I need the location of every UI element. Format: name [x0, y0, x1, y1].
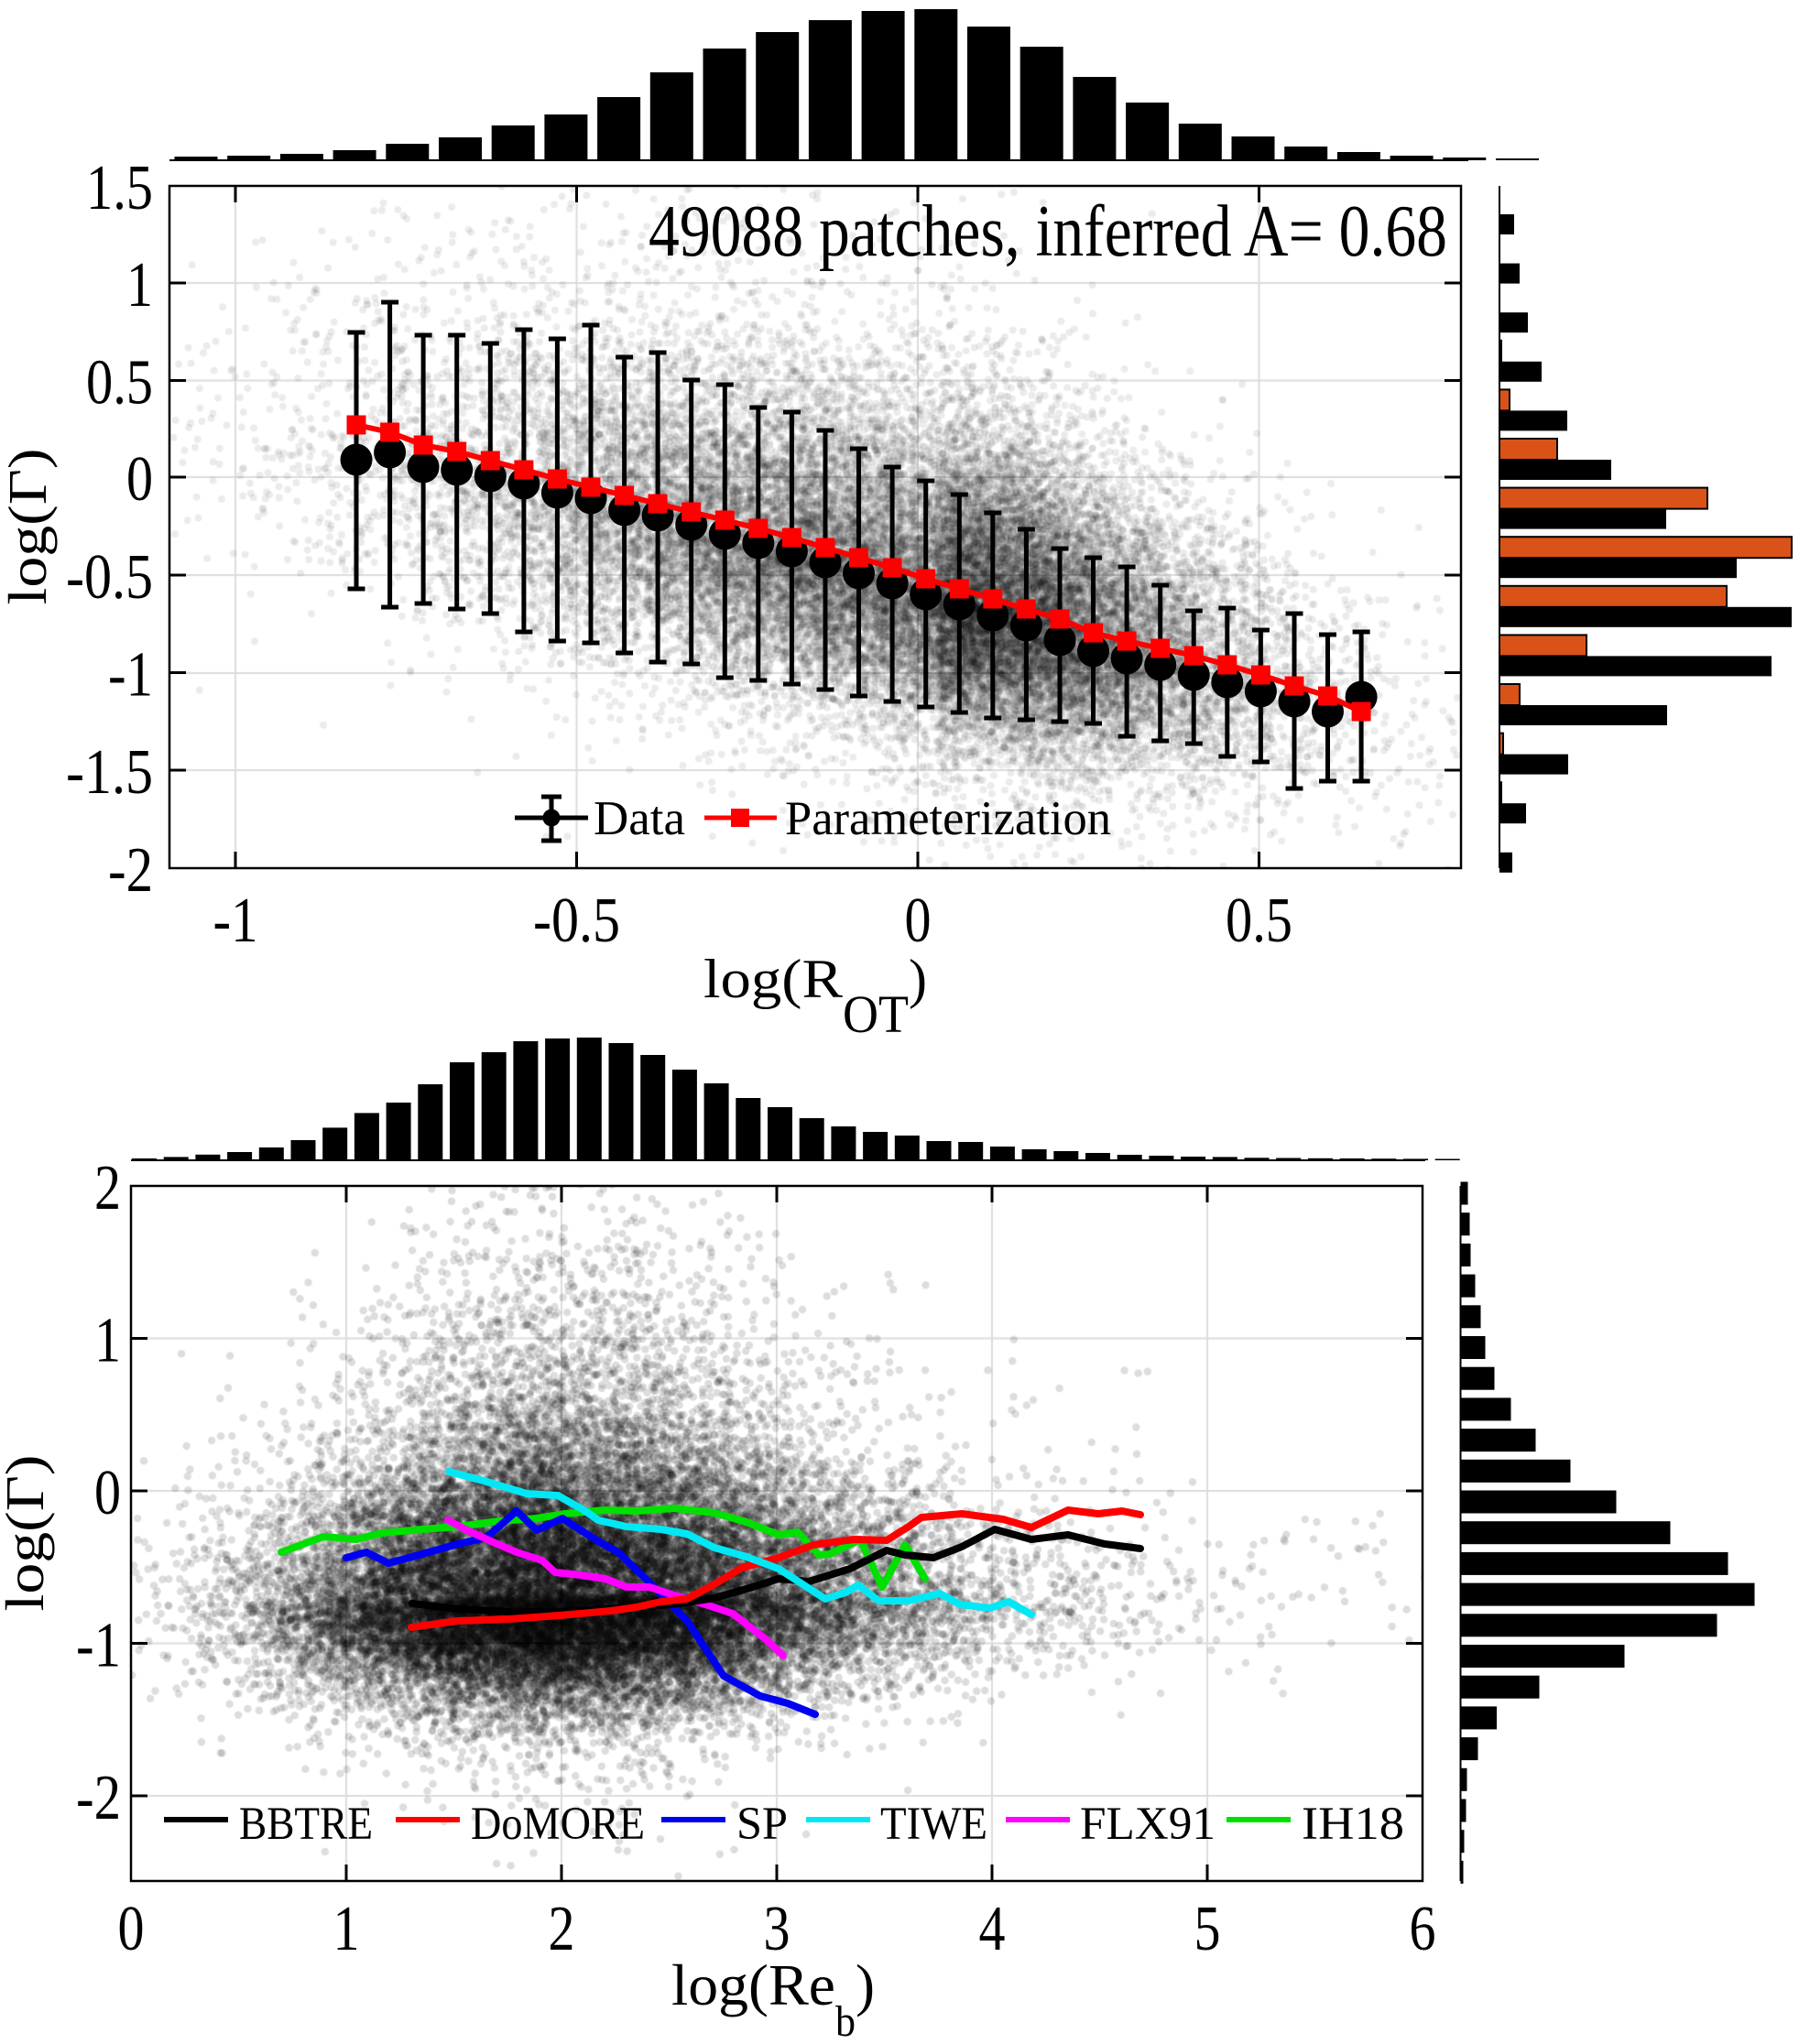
svg-text:-2: -2	[108, 835, 153, 906]
svg-text:-1: -1	[76, 1611, 121, 1681]
svg-text:0.5: 0.5	[1226, 886, 1292, 956]
svg-text:6: 6	[1410, 1894, 1436, 1964]
svg-text:2: 2	[94, 1153, 121, 1223]
svg-text:5: 5	[1194, 1894, 1221, 1964]
svg-text:log(Γ): log(Γ)	[0, 1455, 55, 1612]
svg-text:2: 2	[549, 1894, 575, 1964]
svg-text:Data: Data	[594, 792, 685, 845]
svg-text:0: 0	[118, 1894, 145, 1964]
svg-text:-0.5: -0.5	[66, 542, 153, 613]
svg-text:log(Reb): log(Reb)	[671, 1953, 875, 2044]
svg-text:0: 0	[94, 1458, 121, 1528]
svg-text:-1: -1	[108, 640, 153, 711]
svg-text:0: 0	[126, 444, 153, 515]
svg-text:-1: -1	[213, 886, 258, 956]
svg-text:DoMORE: DoMORE	[471, 1799, 645, 1850]
svg-text:-2: -2	[76, 1763, 121, 1833]
svg-text:1: 1	[126, 250, 153, 321]
svg-text:FLX91: FLX91	[1080, 1799, 1216, 1850]
svg-text:3: 3	[764, 1894, 790, 1964]
svg-text:log(Γ): log(Γ)	[0, 449, 58, 605]
svg-text:SP: SP	[736, 1799, 788, 1850]
svg-text:TIWE: TIWE	[880, 1799, 987, 1850]
svg-text:0.5: 0.5	[86, 348, 153, 419]
svg-text:1: 1	[333, 1894, 360, 1964]
svg-text:Parameterization: Parameterization	[785, 792, 1111, 845]
svg-text:4: 4	[979, 1894, 1006, 1964]
svg-text:BBTRE: BBTRE	[239, 1799, 373, 1850]
svg-text:1.5: 1.5	[86, 153, 153, 223]
svg-text:IH18: IH18	[1302, 1799, 1404, 1850]
svg-text:log(ROT): log(ROT)	[703, 949, 927, 1044]
svg-text:1: 1	[94, 1306, 121, 1376]
svg-text:49088 patches, inferred A= 0.6: 49088 patches, inferred A= 0.68	[649, 191, 1447, 272]
svg-text:-1.5: -1.5	[66, 737, 153, 808]
svg-text:0: 0	[905, 886, 932, 956]
svg-text:-0.5: -0.5	[533, 886, 620, 956]
